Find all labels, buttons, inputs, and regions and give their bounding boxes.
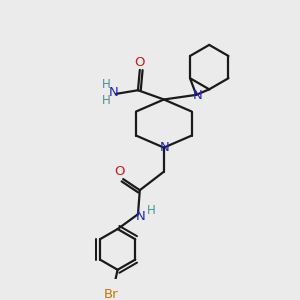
- Text: H: H: [102, 94, 111, 107]
- Text: O: O: [114, 165, 125, 178]
- Text: N: N: [160, 141, 170, 154]
- Text: N: N: [193, 89, 203, 102]
- Text: H: H: [147, 204, 155, 217]
- Text: Br: Br: [104, 288, 119, 300]
- Text: N: N: [136, 210, 146, 223]
- Text: O: O: [135, 56, 145, 69]
- Text: H: H: [102, 78, 111, 91]
- Text: N: N: [109, 85, 119, 99]
